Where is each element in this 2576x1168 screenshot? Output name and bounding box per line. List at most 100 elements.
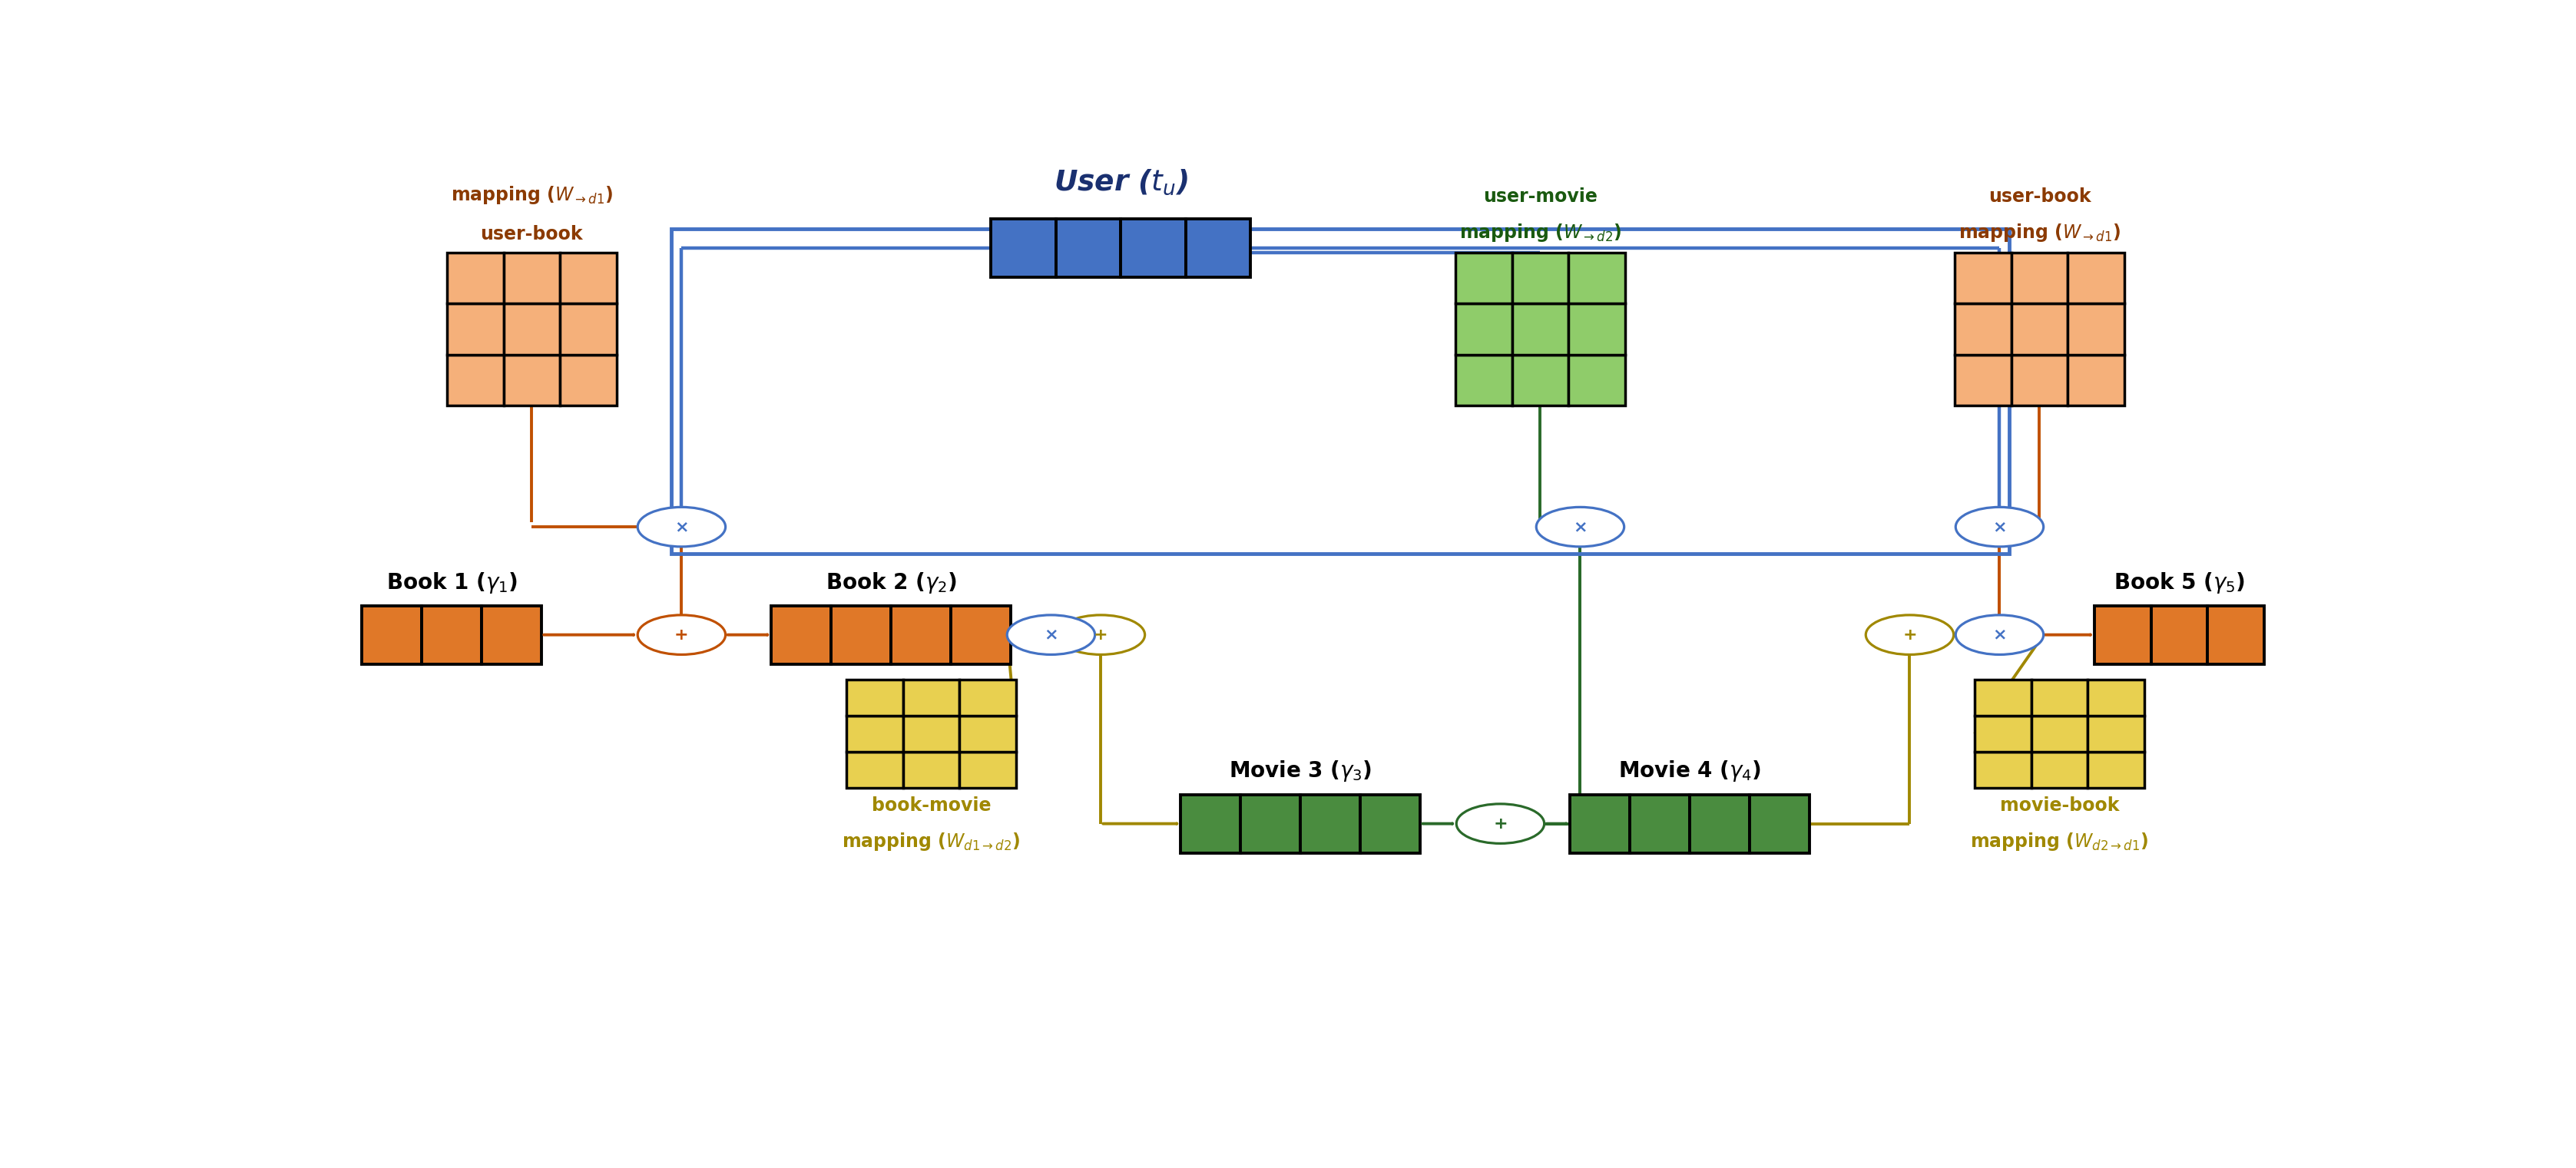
Bar [422,605,482,665]
Bar [992,218,1056,277]
Bar [1569,304,1625,355]
Bar [2094,605,2151,665]
Circle shape [1955,507,2043,547]
Bar [1455,304,1512,355]
Circle shape [1865,616,1953,654]
Text: book-movie: book-movie [871,797,992,815]
Bar [502,252,559,304]
Bar [1973,752,2030,787]
Text: user-book: user-book [479,225,582,244]
Text: Book 1 ($\gamma_1$): Book 1 ($\gamma_1$) [386,570,518,595]
Text: mapping ($W_{d2\rightarrow d1}$): mapping ($W_{d2\rightarrow d1}$) [1971,830,2148,853]
Bar [845,716,902,752]
Text: ×: × [1571,520,1587,535]
Text: +: + [1092,627,1108,642]
Circle shape [636,507,726,547]
Bar [1569,252,1625,304]
Bar [1749,794,1808,853]
Circle shape [1056,616,1144,654]
Bar [1455,355,1512,405]
Bar [1301,794,1360,853]
Text: mapping ($W_{\rightarrow d2}$): mapping ($W_{\rightarrow d2}$) [1458,222,1620,244]
Bar [361,605,422,665]
Text: User ($t_u$): User ($t_u$) [1054,167,1188,196]
Text: Book 2 ($\gamma_2$): Book 2 ($\gamma_2$) [824,570,956,595]
Circle shape [1455,804,1543,843]
Text: mapping ($W_{d1\rightarrow d2}$): mapping ($W_{d1\rightarrow d2}$) [842,830,1020,853]
Bar [446,304,502,355]
Bar [2087,716,2143,752]
Bar [559,252,616,304]
Bar [2030,680,2087,716]
Bar [502,355,559,405]
Text: mapping ($W_{\rightarrow d1}$): mapping ($W_{\rightarrow d1}$) [1958,222,2120,244]
Text: user-movie: user-movie [1484,187,1597,206]
Bar [446,252,502,304]
Bar [845,752,902,787]
Text: Movie 4 ($\gamma_4$): Movie 4 ($\gamma_4$) [1618,759,1762,784]
Bar [1242,794,1301,853]
Text: ×: × [1991,520,2007,535]
Bar [1973,680,2030,716]
Text: +: + [1492,816,1507,832]
Bar [958,680,1015,716]
Bar [559,355,616,405]
Bar [1690,794,1749,853]
Bar [1955,304,2012,355]
Bar [1569,355,1625,405]
Text: movie-book: movie-book [1999,797,2117,815]
Bar [502,304,559,355]
Text: Movie 3 ($\gamma_3$): Movie 3 ($\gamma_3$) [1229,759,1373,784]
Bar [2066,304,2123,355]
Bar [902,752,958,787]
Circle shape [636,616,726,654]
Bar [2087,752,2143,787]
Text: user-book: user-book [1989,187,2089,206]
Bar [1512,304,1569,355]
Bar [1955,252,2012,304]
Text: mapping ($W_{\rightarrow d1}$): mapping ($W_{\rightarrow d1}$) [451,185,613,206]
Bar [1631,794,1690,853]
Text: Book 5 ($\gamma_5$): Book 5 ($\gamma_5$) [2112,570,2244,595]
Bar [1121,218,1185,277]
Bar [2208,605,2264,665]
Text: +: + [675,627,688,642]
Bar [1512,355,1569,405]
Bar [2012,355,2066,405]
Circle shape [1955,616,2043,654]
Bar [672,229,2009,554]
Bar [2012,252,2066,304]
Text: ×: × [675,520,688,535]
Text: ×: × [1991,627,2007,642]
Bar [1056,218,1121,277]
Bar [902,716,958,752]
Bar [1569,794,1631,853]
Circle shape [1007,616,1095,654]
Bar [770,605,832,665]
Bar [1185,218,1249,277]
Bar [2030,752,2087,787]
Bar [559,304,616,355]
Text: ×: × [1043,627,1059,642]
Bar [1512,252,1569,304]
Bar [1455,252,1512,304]
Bar [958,752,1015,787]
Bar [2012,304,2066,355]
Bar [902,680,958,716]
Bar [1360,794,1419,853]
Circle shape [1535,507,1623,547]
Bar [1180,794,1242,853]
Text: +: + [1901,627,1917,642]
Bar [446,355,502,405]
Bar [2030,716,2087,752]
Bar [2087,680,2143,716]
Bar [482,605,541,665]
Bar [951,605,1010,665]
Bar [832,605,891,665]
Bar [891,605,951,665]
Bar [958,716,1015,752]
Bar [2066,252,2123,304]
Bar [2151,605,2208,665]
Bar [1955,355,2012,405]
Bar [845,680,902,716]
